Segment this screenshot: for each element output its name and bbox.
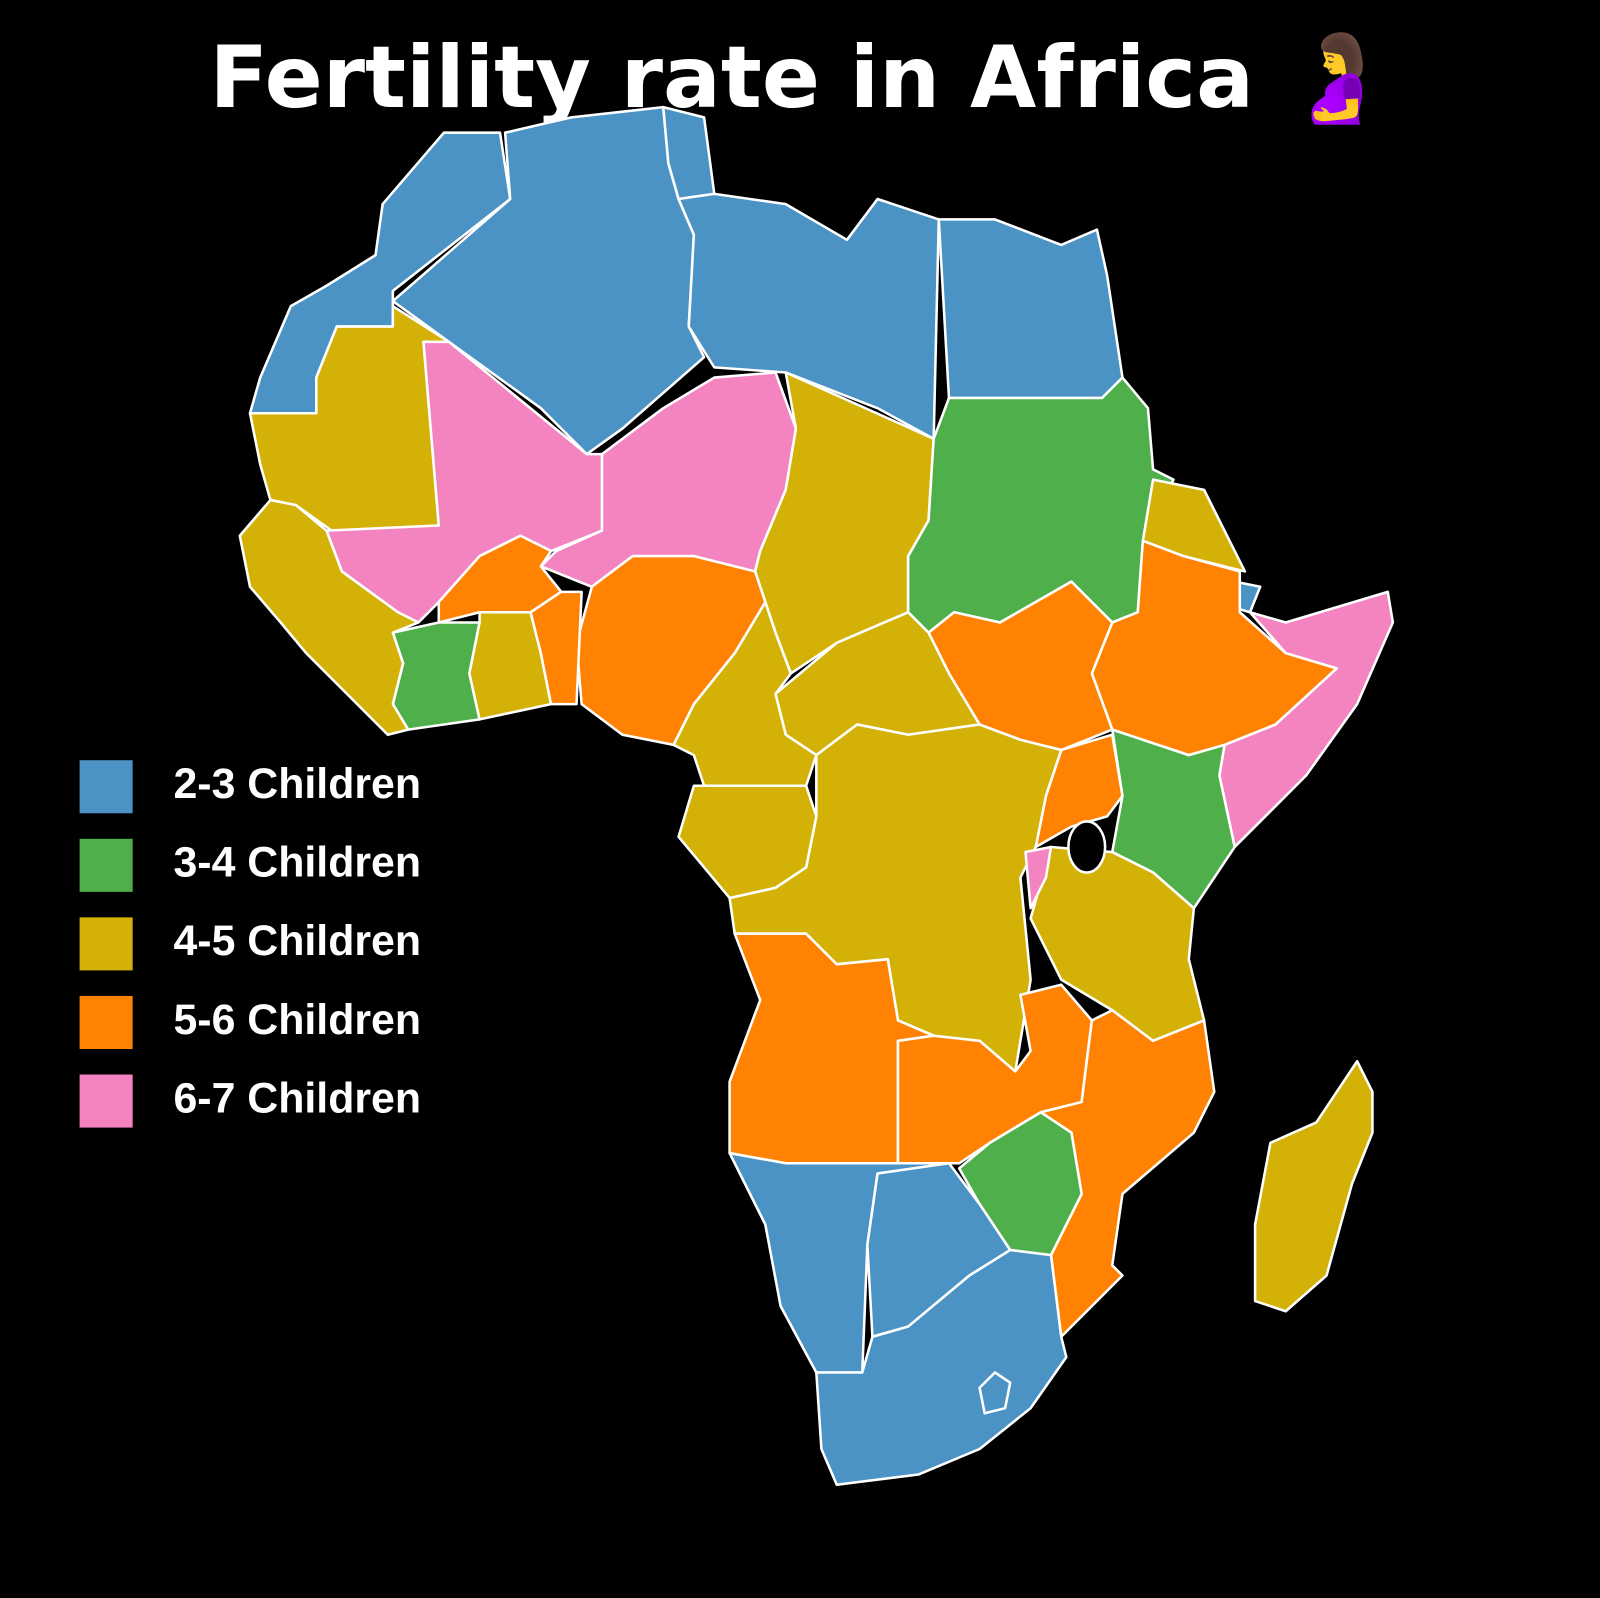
legend-swatch: [79, 1074, 133, 1128]
legend-label: 5-6 Children: [173, 996, 421, 1044]
lake-victoria: [1067, 820, 1107, 874]
legend-label: 3-4 Children: [173, 839, 421, 887]
zambia: [896, 983, 1094, 1165]
legend-swatch: [79, 995, 133, 1049]
legend-label: 2-3 Children: [173, 760, 421, 808]
burundi: [1024, 845, 1053, 910]
sudan: [906, 376, 1175, 634]
legend-swatch: [79, 838, 133, 892]
madagascar: [1253, 1059, 1374, 1313]
legend: 2-3 Children 3-4 Children 4-5 Children 5-6 …: [79, 760, 421, 1128]
egypt: [937, 218, 1124, 400]
gabon-congo: [677, 784, 818, 900]
legend-label: 6-7 Children: [173, 1074, 421, 1122]
west-coast: [238, 498, 420, 736]
south-africa: [815, 1248, 1068, 1486]
map-title: Fertility rate in Africa 🤰: [210, 28, 1391, 128]
countries: [238, 105, 1395, 1486]
lesotho: [978, 1371, 1012, 1415]
legend-swatch: [79, 760, 133, 814]
cote-divoire: [391, 621, 481, 731]
burkina-faso: [437, 534, 563, 624]
togo-benin: [529, 590, 583, 706]
legend-label: 4-5 Children: [173, 917, 421, 965]
legend-swatch: [79, 917, 133, 971]
kenya: [1110, 728, 1236, 910]
nigeria: [575, 554, 767, 747]
